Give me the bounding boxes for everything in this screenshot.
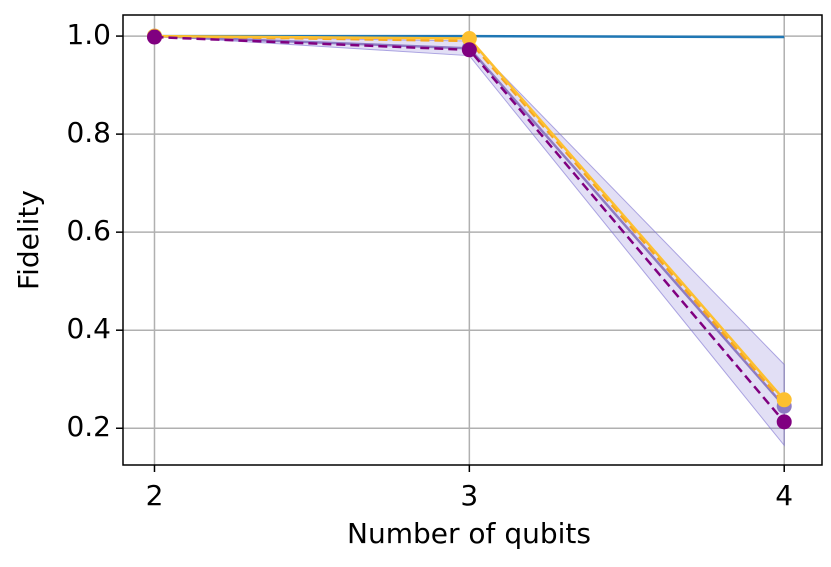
y-tick-label: 0.8 — [66, 116, 111, 149]
data-point — [461, 42, 477, 58]
data-point — [776, 392, 792, 408]
x-tick-label: 4 — [775, 479, 793, 512]
y-tick-label: 0.4 — [66, 312, 111, 345]
data-point — [146, 29, 162, 45]
x-tick-label: 3 — [460, 479, 478, 512]
x-axis-label: Number of qubits — [347, 517, 591, 550]
data-point — [776, 414, 792, 430]
y-tick-label: 1.0 — [66, 18, 111, 51]
data-point — [461, 31, 477, 47]
y-tick-label: 0.6 — [66, 214, 111, 247]
y-tick-label: 0.2 — [66, 410, 111, 443]
plot-frame — [122, 14, 823, 466]
x-tick-label: 2 — [146, 479, 164, 512]
y-axis-label: Fidelity — [12, 190, 45, 290]
